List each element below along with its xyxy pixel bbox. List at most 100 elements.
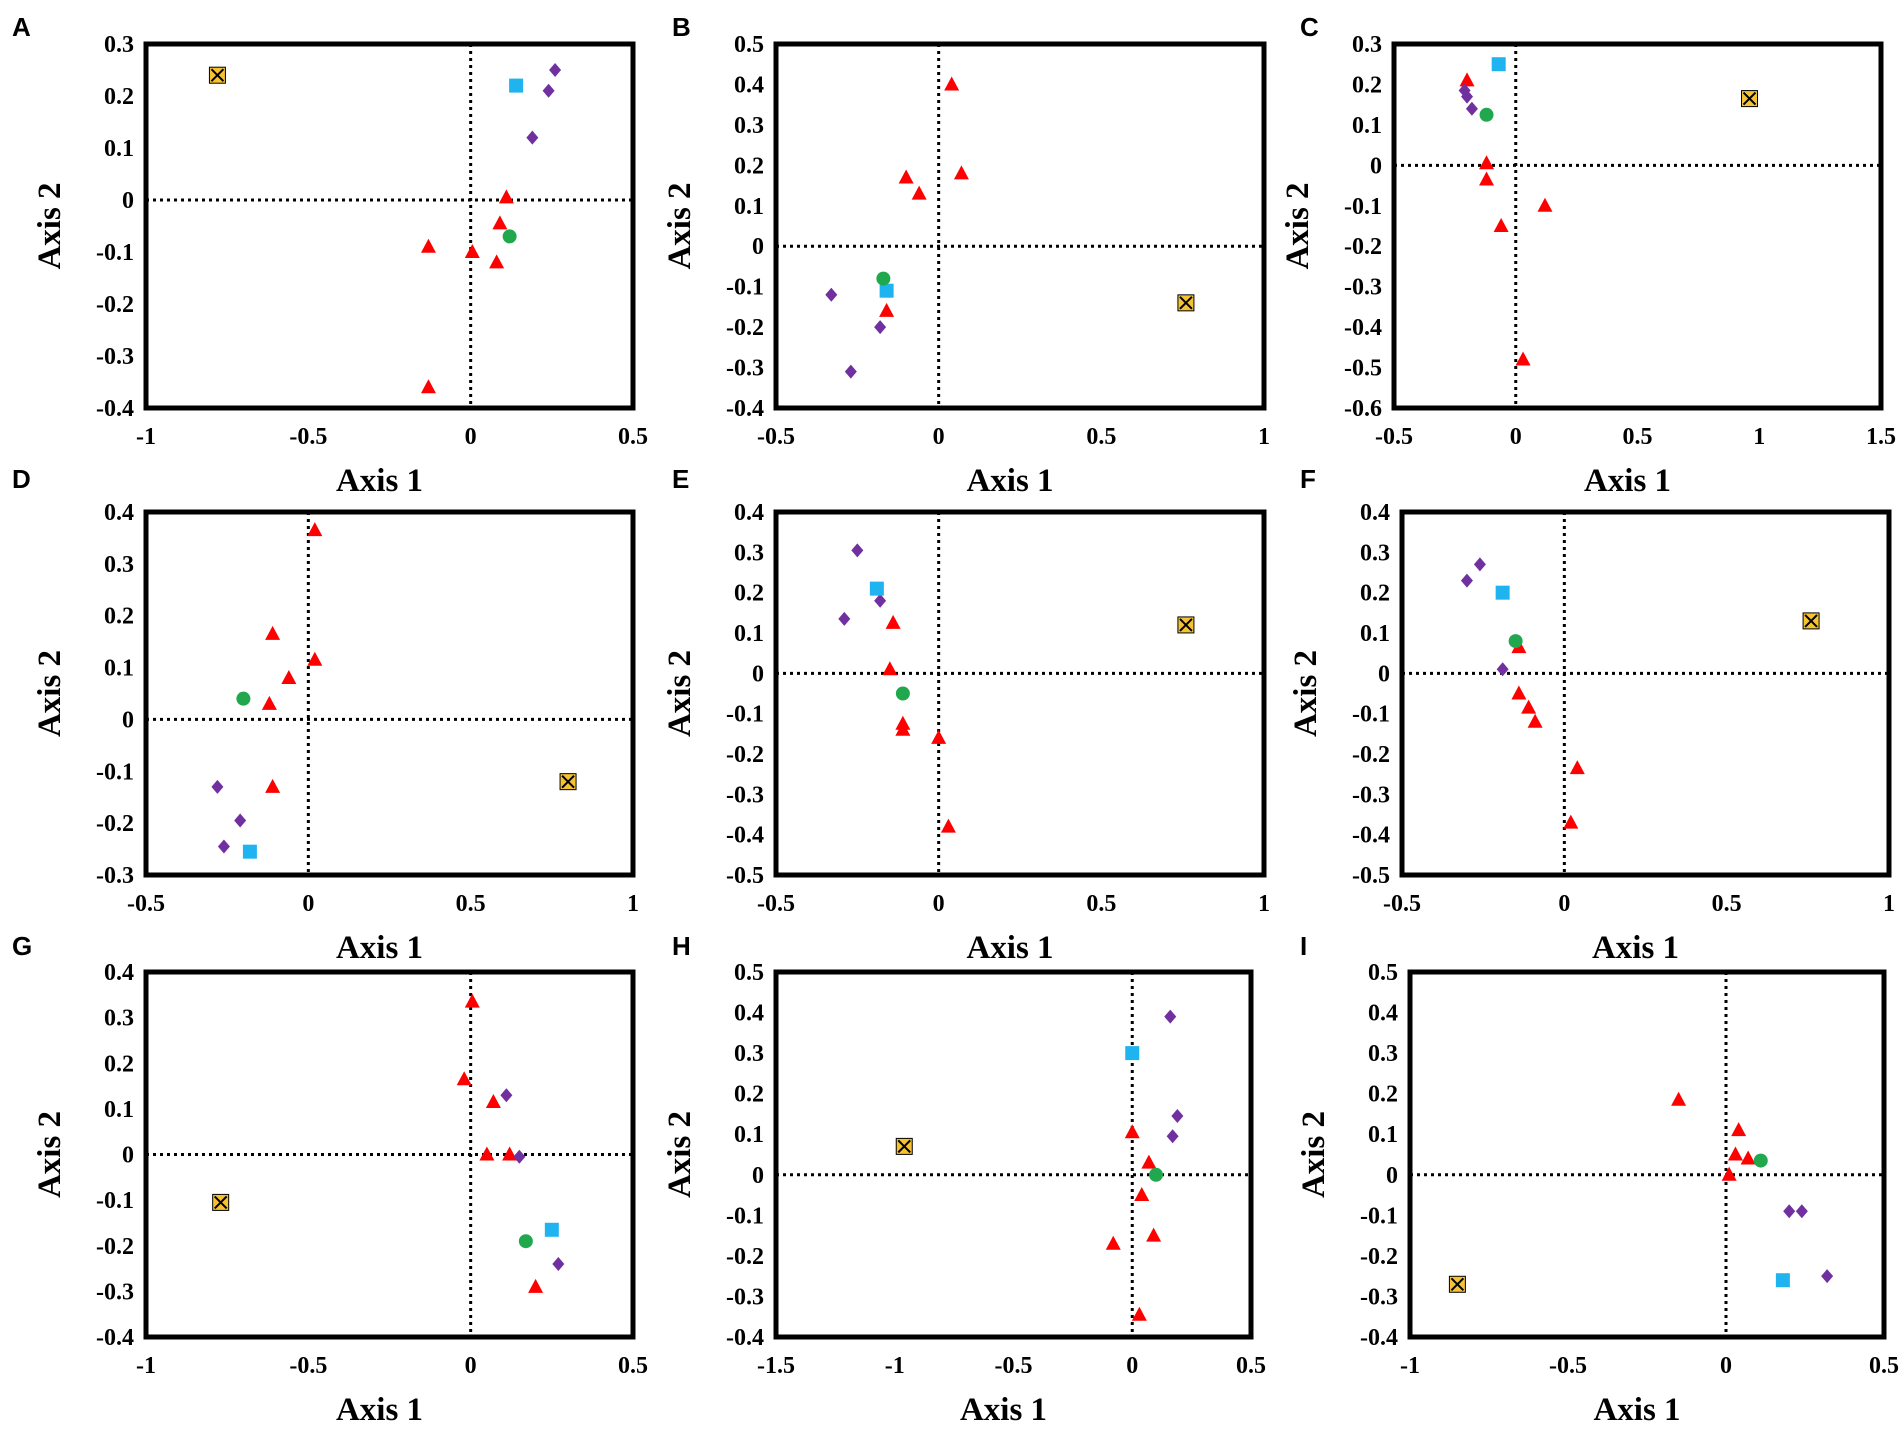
x-tick-label: 0.5 [1236, 1353, 1266, 1379]
diamond-point [542, 83, 555, 98]
y-tick-label: 0.2 [104, 84, 134, 110]
circle-point [1149, 1167, 1163, 1182]
y-tick-label: 0.2 [734, 1082, 764, 1108]
xbox-point [1177, 294, 1195, 312]
panel-letter: I [1300, 931, 1307, 961]
y-tick-label: 0.3 [104, 32, 134, 58]
y-tick-label: -0.3 [96, 863, 134, 889]
circle-point [1508, 634, 1523, 649]
x-tick-label: 0.5 [1623, 424, 1653, 450]
panel-letter: F [1300, 464, 1316, 494]
square-point [509, 78, 524, 93]
y-tick-label: 0.2 [104, 1051, 134, 1077]
triangle-point [498, 189, 514, 204]
diamond-point [1166, 1129, 1179, 1144]
x-tick-label: -0.5 [127, 891, 165, 917]
y-axis-title: Axis 2 [662, 182, 698, 269]
y-tick-label: -0.6 [1344, 396, 1382, 422]
plot-frame [1399, 509, 1892, 878]
xbox-point [1177, 616, 1195, 634]
triangle-point [1740, 1150, 1756, 1165]
triangle-point [882, 661, 898, 676]
triangle-point [1479, 155, 1495, 170]
diamond-point [838, 611, 851, 626]
x-tick-label: 0.5 [1086, 891, 1116, 917]
triangle-point [489, 254, 505, 269]
triangle-point [1131, 1306, 1147, 1321]
y-tick-label: -0.1 [1344, 194, 1382, 220]
y-tick-label: 0.2 [1360, 581, 1390, 607]
y-tick-label: -0.3 [96, 1279, 134, 1305]
x-axis-title: Axis 1 [1584, 463, 1671, 499]
circle-point [1479, 107, 1494, 122]
y-tick-label: 0.3 [1360, 540, 1390, 566]
y-tick-label: 0.4 [104, 960, 134, 986]
xbox-point [1802, 612, 1820, 630]
diamond-point [874, 593, 887, 608]
triangle-point [1134, 1187, 1150, 1202]
x-tick-label: -1 [885, 1353, 905, 1379]
panel-letter: H [672, 931, 691, 961]
square-point [869, 581, 884, 596]
xbox-point [212, 1193, 230, 1211]
y-tick-label: 0 [752, 1163, 764, 1189]
triangle-point [885, 614, 901, 629]
square-point [1125, 1046, 1140, 1061]
triangle-point [456, 1071, 472, 1086]
plot-frame [773, 969, 1254, 1340]
y-tick-label: 0.1 [104, 656, 134, 682]
x-tick-label: -1 [136, 424, 156, 450]
x-tick-label: -1 [136, 1353, 156, 1379]
y-tick-label: -0.3 [1352, 782, 1390, 808]
triangle-point [492, 215, 508, 230]
circle-point [518, 1234, 533, 1249]
y-tick-label: -0.2 [1352, 742, 1390, 768]
y-tick-label: -0.1 [726, 702, 764, 728]
y-tick-label: -0.4 [1344, 315, 1382, 341]
y-tick-label: 0 [1370, 153, 1382, 179]
y-tick-label: 0.4 [734, 500, 764, 526]
square-point [544, 1222, 559, 1237]
panel-e: E 0.4 0.3 0.2 0.1 0 -0.1 -0.2 -0.3 -0.4 -0.5-0.5 0 0… [662, 464, 1270, 966]
triangle-point [1146, 1227, 1162, 1242]
triangle-point [895, 721, 911, 736]
y-tick-label: 0.2 [734, 581, 764, 607]
y-tick-label: 0.1 [734, 194, 764, 220]
panel-letter: E [672, 464, 689, 494]
diamond-point [549, 63, 562, 77]
y-tick-label: -0.2 [726, 315, 764, 341]
diamond-point [851, 543, 864, 558]
y-tick-label: 0.2 [104, 604, 134, 630]
triangle-point [528, 1278, 544, 1293]
x-tick-label: 0 [1720, 1353, 1732, 1379]
triangle-point [879, 302, 895, 317]
y-tick-label: -0.2 [1344, 234, 1382, 260]
x-tick-label: 1 [627, 891, 639, 917]
x-tick-label: -0.5 [757, 424, 795, 450]
diamond-point [1821, 1269, 1834, 1284]
xbox-point [895, 1137, 913, 1155]
panel-h: H 0.5 0.4 0.3 0.2 0.1 0 -0.1 -0.2 -0.3 -0.4-1.5 -1 -… [662, 931, 1266, 1428]
y-tick-label: 0 [1386, 1163, 1398, 1189]
diamond-point [825, 287, 838, 302]
y-tick-label: -0.3 [726, 782, 764, 808]
diamond-point [234, 813, 247, 828]
diamond-point [1473, 557, 1486, 572]
triangle-point [265, 778, 281, 793]
y-tick-label: 0.1 [1352, 113, 1382, 139]
triangle-point [1569, 760, 1585, 775]
triangle-point [265, 625, 281, 640]
triangle-point [898, 169, 914, 184]
xbox-point [1741, 90, 1759, 108]
x-tick-label: 0 [933, 424, 945, 450]
y-tick-label: 0.3 [734, 1041, 764, 1067]
x-tick-label: 0 [1558, 891, 1570, 917]
y-tick-label: -0.1 [726, 1203, 764, 1229]
y-axis-title: Axis 2 [32, 650, 68, 737]
y-tick-label: -0.1 [96, 759, 134, 785]
y-tick-label: -0.3 [726, 356, 764, 382]
x-tick-label: -0.5 [1549, 1353, 1587, 1379]
y-tick-label: 0.1 [104, 136, 134, 162]
x-tick-label: 0.5 [1869, 1353, 1899, 1379]
